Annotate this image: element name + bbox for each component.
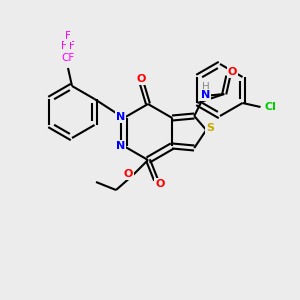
Text: O: O: [155, 179, 165, 189]
Text: H: H: [202, 82, 210, 92]
Text: N: N: [116, 112, 125, 122]
Text: O: O: [123, 169, 133, 179]
Text: S: S: [206, 123, 214, 133]
Text: Cl: Cl: [265, 102, 277, 112]
Text: CF: CF: [61, 53, 75, 63]
Text: O: O: [136, 74, 146, 84]
Text: N: N: [201, 90, 210, 100]
Text: F: F: [69, 41, 75, 51]
Text: O: O: [228, 67, 237, 77]
Text: N: N: [116, 141, 125, 151]
Text: F: F: [65, 31, 71, 41]
Text: F: F: [61, 41, 67, 51]
